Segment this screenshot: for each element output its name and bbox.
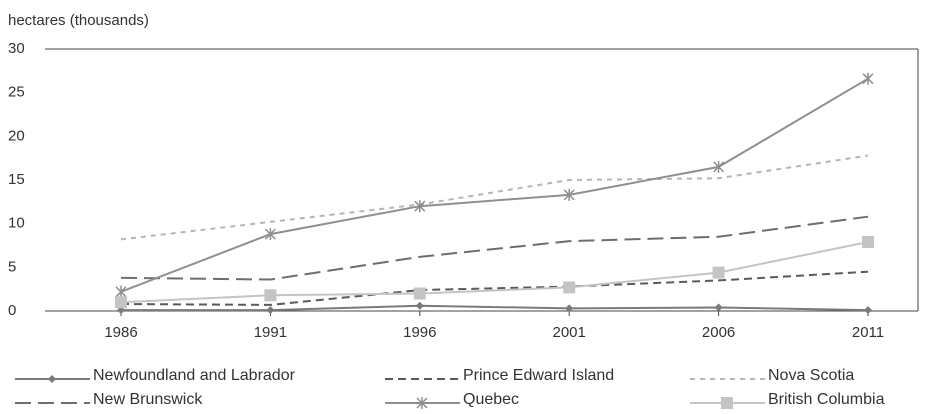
point [862, 72, 874, 85]
series-line [120, 270, 869, 306]
series-line [120, 154, 869, 241]
x-tick-label: 1986 [104, 324, 137, 341]
series-line [120, 215, 869, 281]
legend-label: British Columbia [768, 391, 885, 408]
y-tick-label: 10 [8, 215, 25, 232]
y-tick-label: 20 [8, 127, 25, 144]
point [413, 287, 426, 300]
legend-label: Newfoundland and Labrador [93, 367, 296, 384]
point [563, 188, 575, 201]
x-tick-label: 1991 [254, 324, 287, 341]
y-tick-label: 5 [8, 258, 16, 275]
point [713, 160, 725, 173]
point [415, 301, 424, 310]
point [416, 397, 428, 409]
y-tick-label: 15 [8, 171, 25, 188]
point [264, 228, 276, 241]
x-tick-label: 2011 [852, 324, 884, 341]
point [48, 375, 56, 383]
legend-label: Prince Edward Island [463, 367, 614, 384]
y-tick-label: 30 [8, 40, 25, 57]
series-line [120, 241, 869, 304]
series-line [121, 304, 869, 312]
x-tick-label: 1996 [403, 324, 436, 341]
point [864, 306, 872, 315]
point [721, 397, 733, 409]
series-line [120, 77, 869, 293]
point [714, 303, 723, 312]
legend-label: New Brunswick [93, 391, 203, 408]
point [115, 285, 127, 298]
point [264, 289, 277, 302]
x-tick-label: 2001 [553, 324, 586, 341]
point [115, 296, 127, 309]
legend-label: Quebec [463, 391, 519, 408]
legend-label: Nova Scotia [768, 367, 854, 384]
x-tick-label: 2006 [702, 324, 735, 341]
y-tick-label: 0 [8, 302, 16, 319]
point [414, 200, 426, 213]
point [712, 266, 725, 279]
y-tick-label: 25 [8, 84, 25, 101]
chart-title: hectares (thousands) [8, 12, 149, 29]
point [563, 281, 576, 294]
point [862, 236, 874, 249]
point [266, 306, 275, 315]
point [565, 304, 574, 313]
